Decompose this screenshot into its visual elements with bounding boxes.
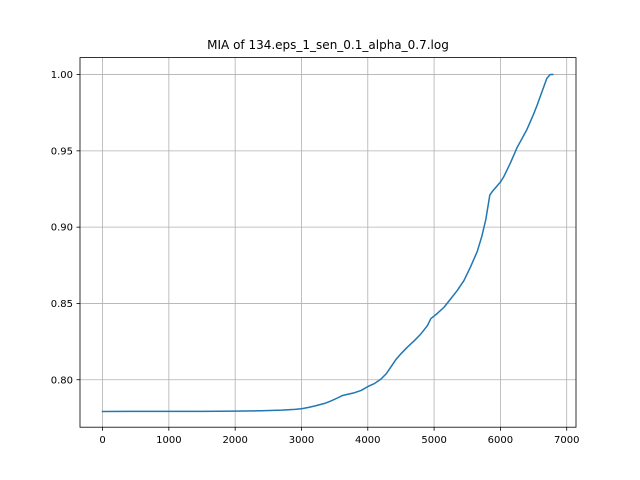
grid-lines bbox=[80, 57, 576, 428]
series-line bbox=[101, 73, 554, 413]
chart-title: MIA of 134.eps_1_sen_0.1_alpha_0.7.log bbox=[207, 38, 449, 52]
y-tick-label: 0.95 bbox=[51, 146, 73, 157]
x-axis-ticks: 0 1000 2000 3000 4000 5000 6000 7000 bbox=[99, 427, 579, 446]
x-tick-label: 5000 bbox=[421, 435, 446, 446]
y-tick-label: 1.00 bbox=[51, 70, 73, 81]
series-lines bbox=[101, 73, 554, 413]
x-tick-label: 0 bbox=[99, 435, 105, 446]
x-tick-label: 1000 bbox=[156, 435, 181, 446]
y-tick-label: 0.85 bbox=[51, 299, 73, 310]
x-tick-label: 3000 bbox=[289, 435, 314, 446]
y-axis-ticks: 0.80 0.85 0.90 0.95 1.00 bbox=[51, 70, 80, 386]
y-tick-label: 0.90 bbox=[51, 223, 73, 234]
plot-area-frame bbox=[79, 57, 577, 428]
x-tick-label: 7000 bbox=[554, 435, 579, 446]
x-tick-label: 6000 bbox=[488, 435, 513, 446]
x-tick-label: 2000 bbox=[222, 435, 247, 446]
x-tick-label: 4000 bbox=[355, 435, 380, 446]
y-tick-label: 0.80 bbox=[51, 375, 73, 386]
